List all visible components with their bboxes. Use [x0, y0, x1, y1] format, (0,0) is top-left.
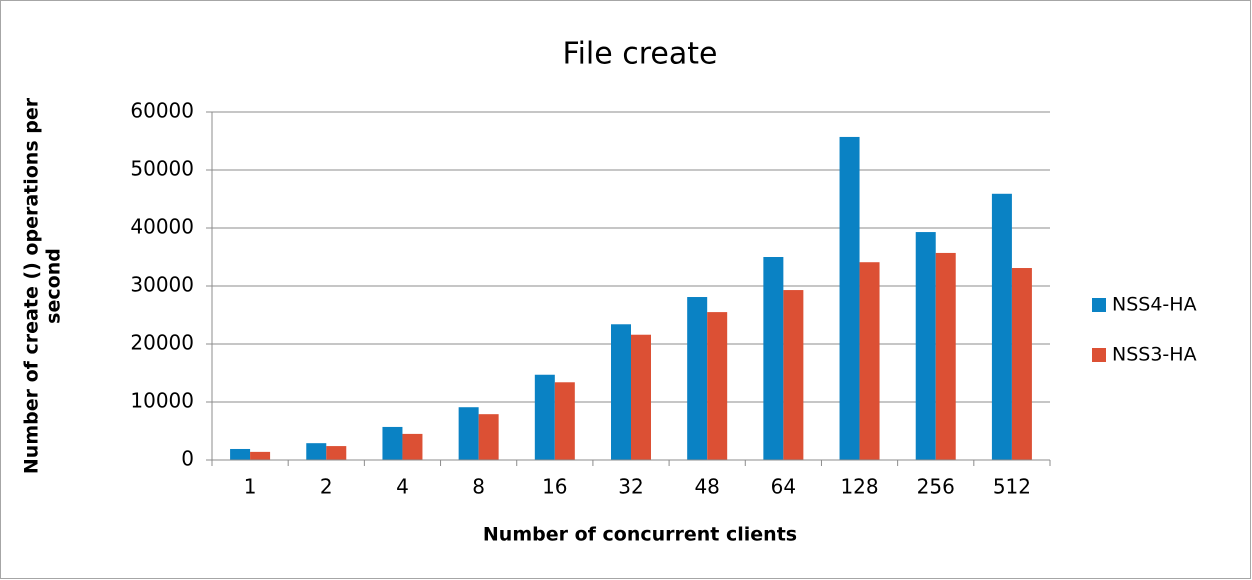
bar — [1011, 268, 1032, 460]
chart-title: File create — [563, 37, 718, 72]
x-tick-label: 1 — [244, 475, 257, 499]
legend-label: NSS4-HA — [1112, 294, 1197, 316]
y-tick-label: 20000 — [130, 331, 194, 355]
bar — [611, 324, 631, 460]
bar — [478, 414, 499, 460]
x-tick-label: 256 — [917, 475, 955, 499]
bar — [859, 262, 880, 460]
x-tick-label: 4 — [396, 475, 409, 499]
bar — [230, 448, 251, 460]
x-tick-label: 16 — [542, 475, 567, 499]
y-tick-label: 30000 — [130, 273, 194, 297]
bar — [935, 252, 956, 460]
y-tick-label: 40000 — [130, 215, 194, 239]
bar — [991, 193, 1012, 460]
bar — [326, 446, 347, 460]
bar — [687, 297, 708, 460]
x-tick-label: 128 — [840, 475, 878, 499]
legend-label: NSS3-HA — [1112, 344, 1197, 366]
bar — [631, 334, 651, 460]
bar — [915, 232, 936, 460]
bar — [783, 290, 804, 460]
y-tick-label: 60000 — [130, 99, 194, 123]
x-tick-label: 48 — [694, 475, 719, 499]
y-axis-title: Number of create () operations per — [21, 97, 43, 474]
bar — [306, 443, 327, 460]
x-tick-label: 32 — [618, 475, 643, 499]
x-axis-title: Number of concurrent clients — [483, 524, 797, 546]
bar — [458, 407, 479, 460]
x-tick-label: 2 — [320, 475, 333, 499]
bar — [402, 433, 423, 460]
legend-swatch — [1092, 298, 1106, 312]
x-tick-label: 512 — [993, 475, 1031, 499]
bar — [763, 257, 784, 460]
x-tick-label: 64 — [771, 475, 796, 499]
y-tick-label: 50000 — [130, 157, 194, 181]
bar — [554, 382, 575, 460]
x-tick-label: 8 — [472, 475, 485, 499]
bar — [250, 451, 271, 460]
legend-swatch — [1092, 348, 1106, 362]
y-axis-title: second — [43, 248, 65, 324]
bar — [534, 374, 555, 460]
y-tick-label: 10000 — [130, 389, 194, 413]
bar — [382, 426, 403, 460]
y-tick-label: 0 — [181, 447, 194, 471]
bar — [839, 136, 860, 460]
bar — [707, 312, 728, 460]
